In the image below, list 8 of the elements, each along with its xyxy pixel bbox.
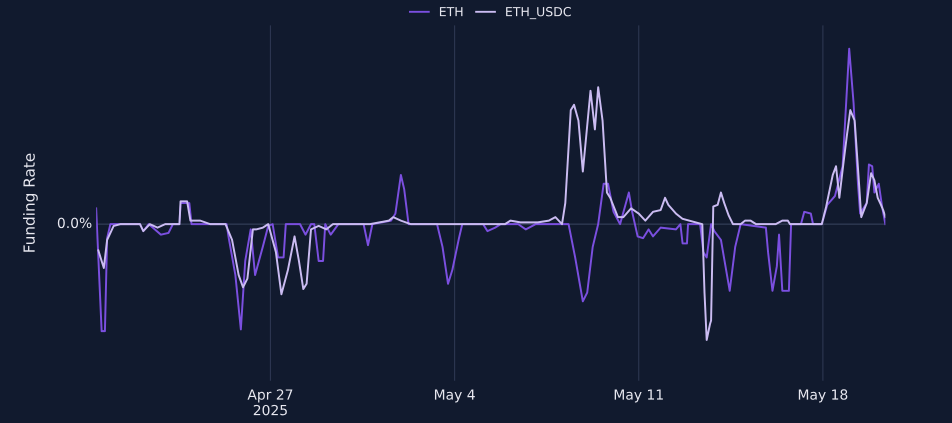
x-tick-label: May 18 (798, 389, 848, 402)
x-tick-label: Apr 27 2025 (247, 389, 292, 416)
x-tick-label: May 4 (434, 389, 475, 402)
y-axis-title: Funding Rate (23, 154, 38, 252)
legend-label: ETH_USDC (506, 6, 571, 20)
ref-line-label: 0.0% (58, 218, 92, 228)
x-tick-label: May 11 (614, 389, 663, 402)
legend-label: ETH (440, 7, 462, 16)
